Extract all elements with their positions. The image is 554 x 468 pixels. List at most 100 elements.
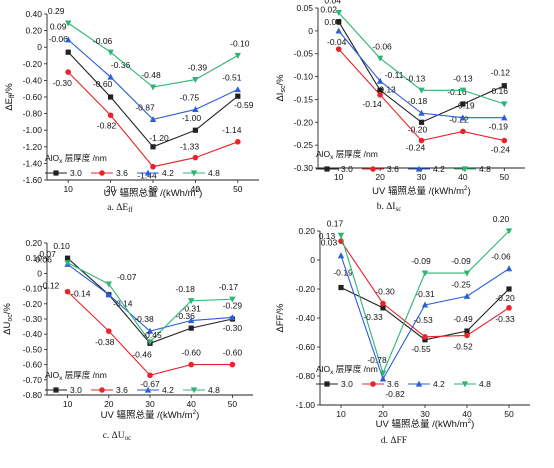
y-axis-label-unit: /%: [275, 303, 286, 315]
data-label: -0.14: [71, 289, 91, 299]
x-axis-label: UV 辐照总量 /(kWh/m2): [372, 185, 471, 197]
legend-swatch-marker: [370, 381, 376, 387]
data-label: -0.06: [93, 36, 113, 46]
data-label: 0.07: [39, 249, 56, 259]
data-label: -0.82: [97, 120, 117, 130]
data-label: -0.22: [449, 114, 469, 124]
y-tick-label: -0.30: [294, 163, 314, 173]
legend-swatch-marker: [370, 166, 376, 172]
data-label: -0.19: [455, 101, 475, 111]
chart-panel-2: 0.200.100-0.10-0.20-0.30-0.40-0.50-0.60-…: [2, 238, 253, 442]
y-axis-label-sub: sc: [280, 85, 287, 93]
data-point: [192, 106, 199, 113]
data-label: -0.52: [453, 341, 473, 351]
y-tick-label: -0.80: [23, 390, 43, 400]
x-tick-label: 20: [375, 172, 385, 182]
data-point: [464, 328, 470, 334]
x-axis-label-sup: 2: [196, 187, 200, 194]
y-tick-label: -0.80: [23, 109, 43, 119]
data-point: [336, 19, 342, 25]
data-label: -1.14: [222, 125, 242, 135]
data-label: 0.13: [319, 231, 336, 241]
series-1: -0.12 -0.38 -0.67 -0.60 -0.60: [40, 281, 242, 390]
data-label: -0.13: [453, 73, 473, 83]
data-label: -0.75: [180, 92, 200, 102]
x-axis-label-main: UV 辐照总量 /(kWh/m: [372, 185, 464, 197]
x-axis-label-end: ): [196, 410, 199, 421]
data-label: -1.44: [137, 171, 157, 181]
legend-swatch-marker: [190, 170, 198, 177]
y-tick-label: -1.00: [296, 400, 316, 410]
legend-entry: 4.2: [433, 379, 445, 389]
y-tick-label: -0.10: [294, 72, 314, 82]
series-2: 0.09 -0.36 -0.87 -0.75 -0.51: [50, 22, 242, 123]
data-point: [65, 49, 71, 55]
data-point: [65, 69, 71, 75]
y-tick-label: -0.40: [296, 313, 316, 323]
data-point: [376, 77, 384, 84]
y-axis-label: ΔUoc/%: [2, 303, 14, 335]
data-point: [505, 265, 513, 272]
data-point: [188, 361, 194, 368]
data-label: -0.38: [134, 314, 154, 324]
data-label: -0.31: [415, 289, 435, 299]
data-point: [422, 334, 428, 340]
data-label: 0.29: [48, 6, 65, 16]
data-label: -0.04: [327, 37, 347, 47]
y-tick-label: -1.00: [23, 125, 43, 135]
series-2: 0.00 -0.11 -0.18 -0.19 -0.19: [324, 17, 508, 132]
y-tick-label: 0.05: [296, 3, 313, 13]
data-point: [376, 55, 384, 62]
panel-caption: c. ΔUoc: [103, 431, 132, 442]
data-point: [107, 49, 114, 56]
x-tick-label: 30: [148, 184, 158, 194]
data-label: -0.24: [491, 145, 511, 155]
data-point: [335, 9, 342, 16]
data-label: -0.13: [376, 84, 396, 94]
y-tick-label: 0.20: [25, 238, 42, 248]
legend-title-sub: x: [59, 375, 63, 382]
data-label: -0.48: [141, 70, 161, 80]
data-point: [379, 375, 387, 382]
data-label: -0.18: [176, 284, 196, 294]
data-label: 0.03: [321, 238, 338, 248]
data-point: [147, 372, 153, 379]
data-point: [501, 101, 508, 108]
y-tick-label: -0.25: [294, 140, 314, 150]
data-label: -0.31: [182, 304, 202, 314]
y-tick-label: 0: [308, 26, 313, 36]
data-label: -0.33: [363, 312, 383, 322]
y-axis-label-main: ΔFF: [275, 314, 286, 332]
legend-title-rest: 层厚度 /nm: [333, 364, 377, 374]
data-label: -0.11: [385, 70, 404, 80]
y-axis-label-main: ΔI: [275, 93, 286, 102]
x-axis-label-main: UV 辐照总量 /(kWh/m: [104, 187, 196, 199]
y-tick-label: 0.20: [298, 226, 315, 236]
data-label: -0.33: [495, 314, 515, 324]
data-label: -0.36: [176, 311, 196, 321]
y-tick-label: -1.20: [23, 142, 43, 152]
y-axis-label-unit: /%: [275, 74, 286, 86]
y-tick-label: -0.10: [23, 284, 43, 294]
x-tick-label: 20: [104, 399, 114, 409]
data-point: [460, 128, 466, 135]
data-label: 0.20: [493, 214, 510, 224]
data-point: [106, 328, 112, 334]
panel-caption: b. ΔIsc: [377, 202, 402, 213]
data-label: -0.30: [223, 323, 243, 333]
legend-title: AlOx 层厚度 /nm: [316, 364, 378, 376]
data-label: -0.16: [489, 86, 509, 96]
data-point: [464, 332, 470, 339]
data-point: [146, 327, 154, 334]
data-label: -0.55: [411, 344, 431, 354]
legend-title-rest: 层厚度 /nm: [62, 370, 106, 380]
data-point: [149, 116, 157, 123]
panel-caption-sub: sc: [395, 205, 401, 213]
legend-swatch-marker: [461, 166, 469, 173]
data-label: -0.16: [447, 87, 467, 97]
legend-swatch-marker: [324, 381, 330, 387]
y-tick-label: 0: [310, 255, 315, 265]
data-point: [380, 305, 386, 311]
y-axis-label-sub: ff: [9, 94, 16, 98]
